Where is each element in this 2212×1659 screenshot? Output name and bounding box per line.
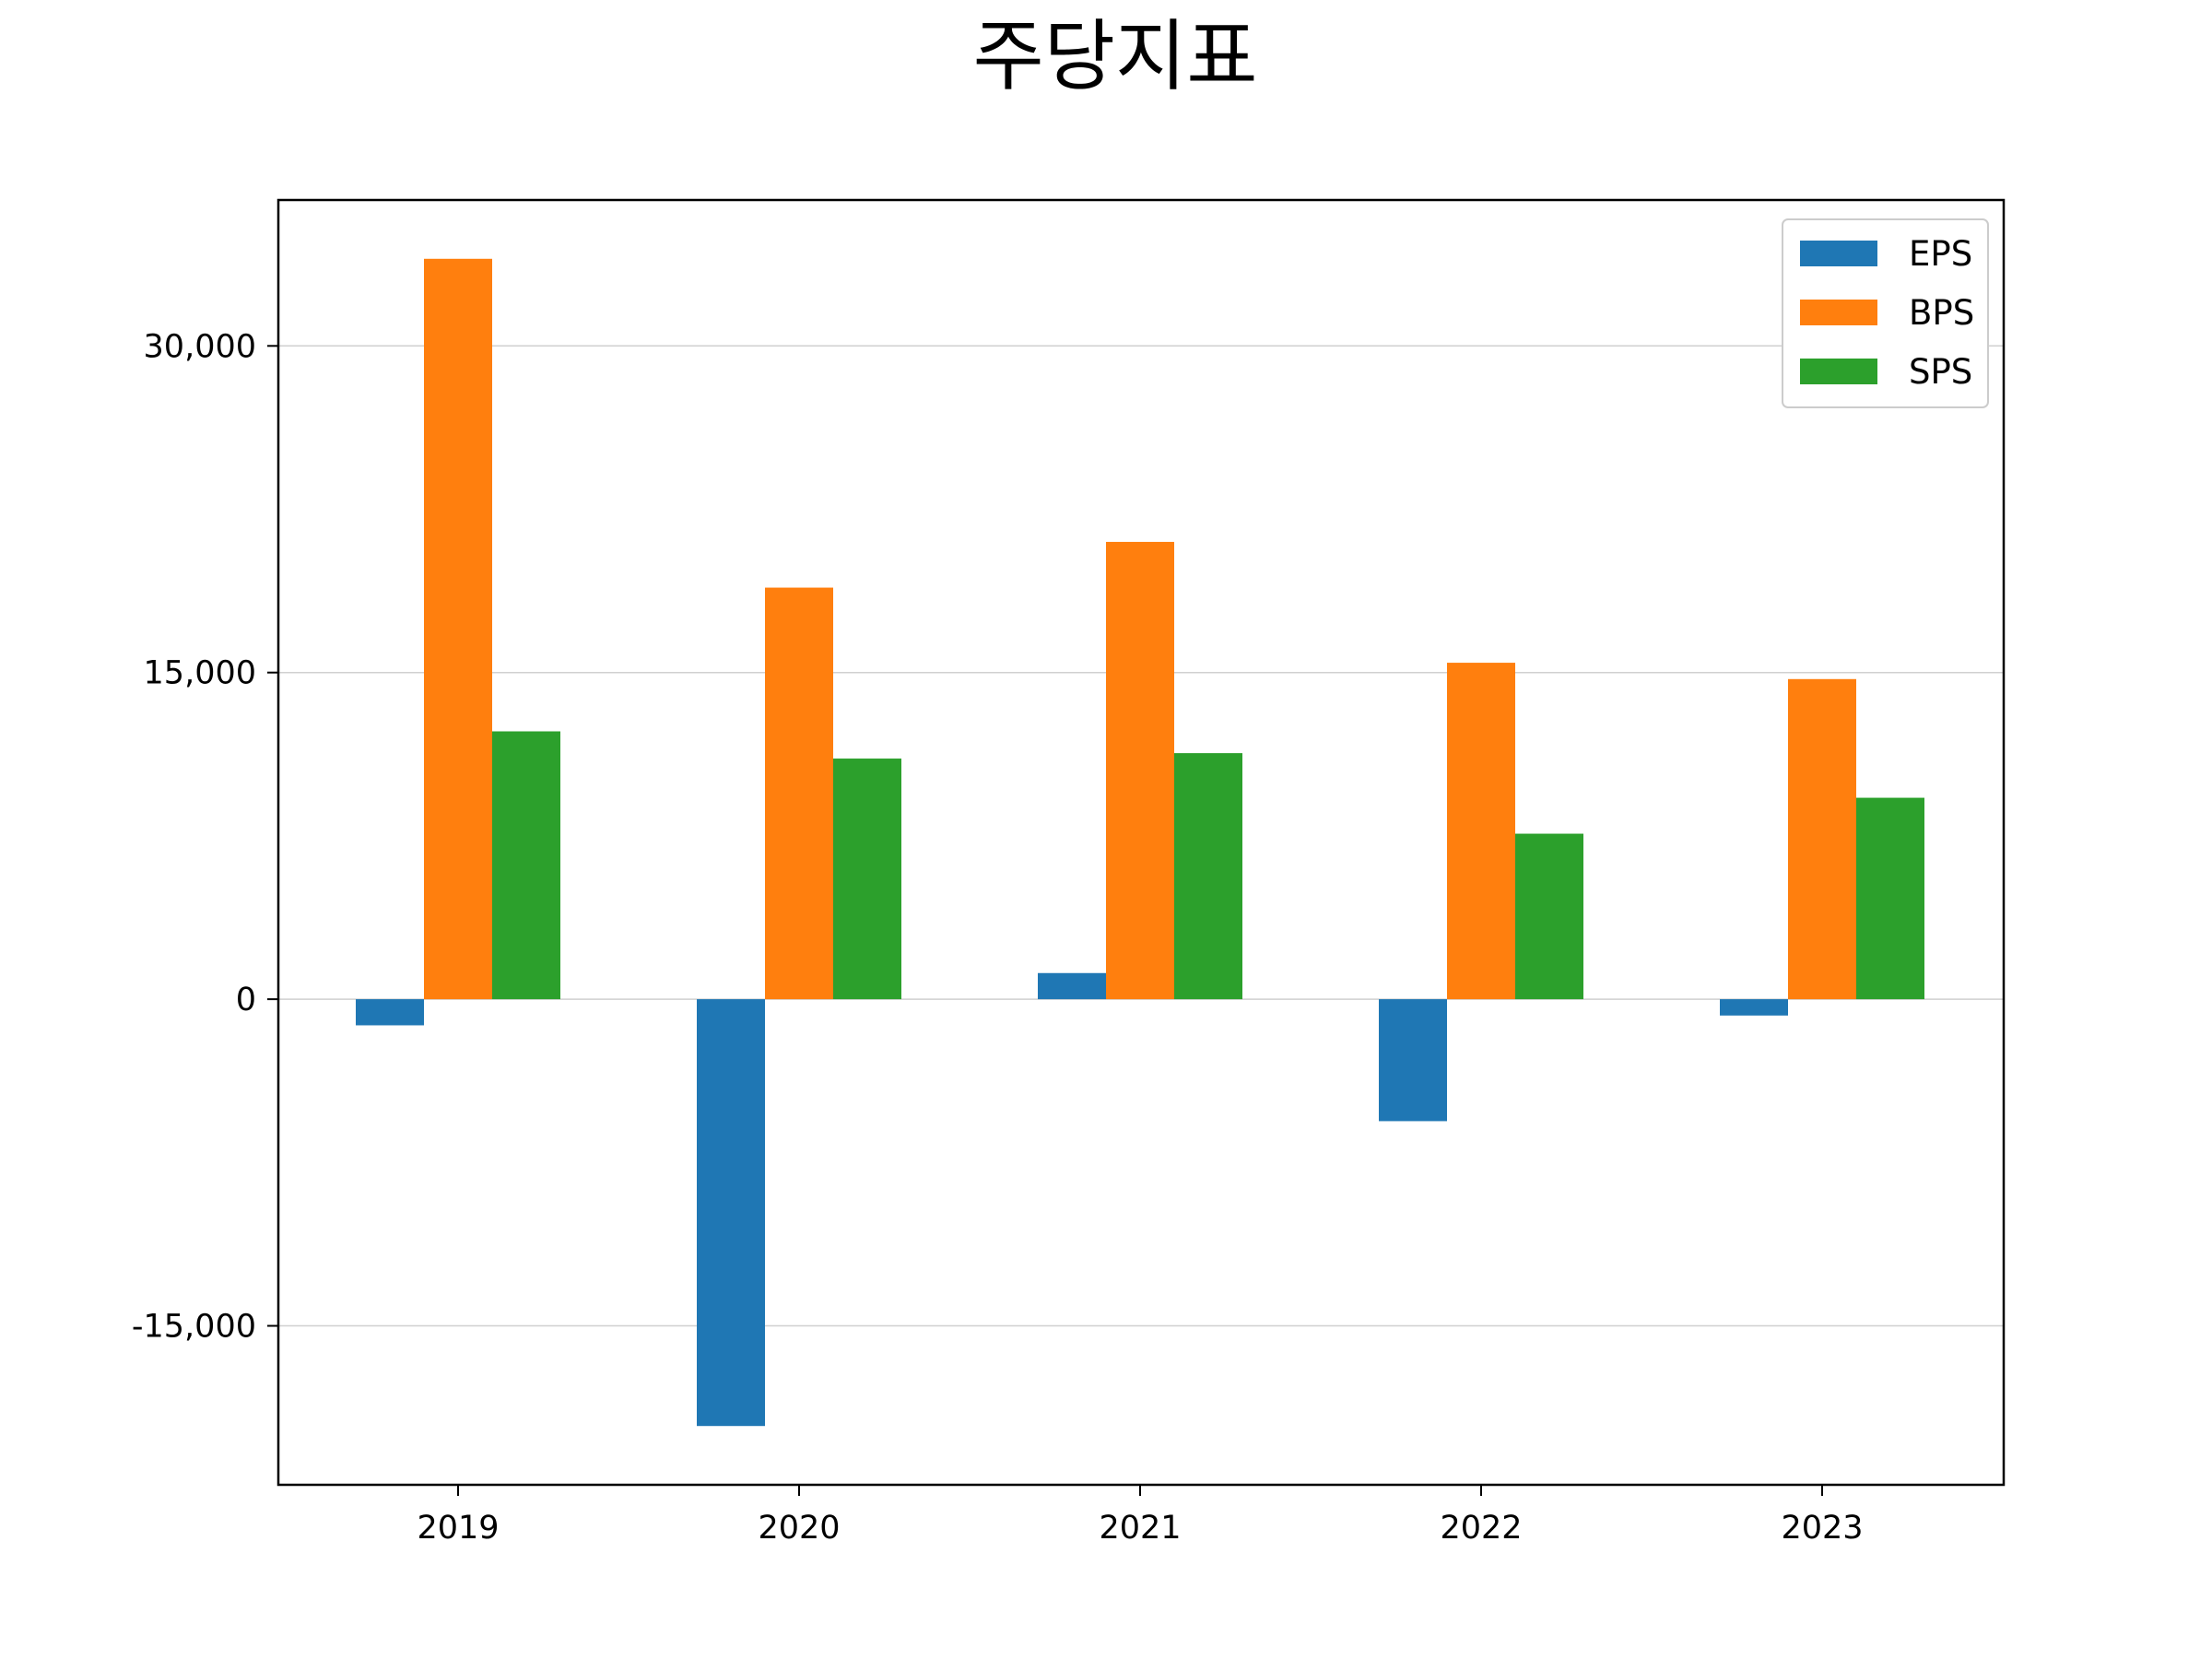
y-tick-label: -15,000 (132, 1309, 256, 1346)
legend-label-eps: EPS (1909, 234, 1972, 274)
legend-label-bps: BPS (1909, 293, 1974, 333)
x-tick-label: 2019 (417, 1510, 499, 1547)
legend-swatch-bps (1800, 300, 1877, 325)
legend-swatch-eps (1800, 241, 1877, 266)
bar-bps-2023 (1788, 678, 1856, 1000)
bar-sps-2020 (833, 759, 901, 1000)
x-tick-label: 2022 (1440, 1510, 1522, 1547)
y-axis: -15,000 0 15,000 30,000 (132, 328, 278, 1346)
legend: EPS BPS SPS (1782, 218, 1989, 408)
bar-bps-2020 (765, 587, 833, 1000)
y-tick-label: 15,000 (144, 655, 256, 692)
x-tick-label: 2020 (758, 1510, 840, 1547)
bar-eps-2019 (356, 999, 424, 1026)
x-tick-label: 2023 (1781, 1510, 1863, 1547)
bars (356, 258, 1924, 1427)
bar-sps-2021 (1174, 753, 1242, 1000)
bar-bps-2022 (1447, 663, 1515, 1000)
legend-label-sps: SPS (1909, 352, 1972, 392)
legend-swatch-sps (1800, 359, 1877, 384)
bar-eps-2021 (1038, 972, 1106, 1000)
chart-title: 주당지표 (972, 11, 1257, 101)
bar-eps-2022 (1379, 999, 1447, 1122)
y-tick-label: 0 (236, 982, 256, 1018)
bar-eps-2023 (1720, 999, 1788, 1016)
bar-sps-2023 (1856, 797, 1924, 1000)
x-tick-label: 2021 (1099, 1510, 1181, 1547)
bar-sps-2022 (1515, 833, 1583, 1000)
x-axis: 2019 2020 2021 2022 2023 (417, 1485, 1864, 1547)
bar-sps-2019 (492, 731, 560, 1000)
bar-bps-2021 (1106, 541, 1174, 1000)
y-tick-label: 30,000 (144, 328, 256, 365)
bar-eps-2020 (697, 999, 765, 1427)
bar-bps-2019 (424, 258, 492, 1000)
